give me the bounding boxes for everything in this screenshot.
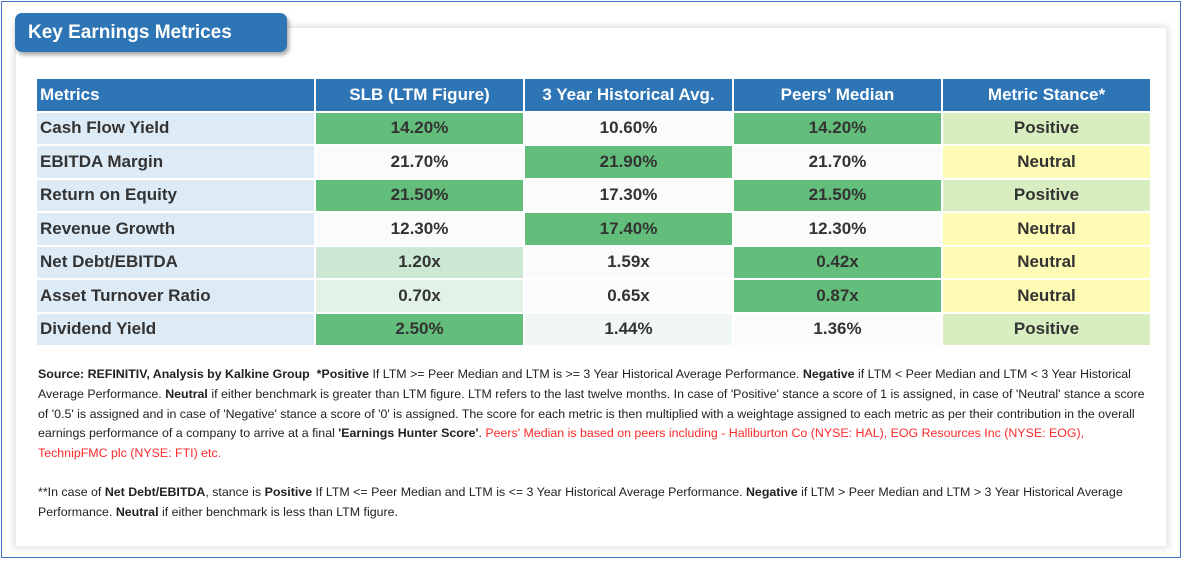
nd-positive-text: If LTM <= Peer Median and LTM is <= 3 Ye… <box>312 484 746 499</box>
metric-name: Cash Flow Yield <box>37 112 314 144</box>
nd-negative-label: Negative <box>745 484 798 499</box>
historical-avg-value: 10.60% <box>525 112 732 144</box>
metric-name: Revenue Growth <box>37 213 314 245</box>
table-row: Asset Turnover Ratio 0.70x 0.65x 0.87x Neutr… <box>37 280 1150 312</box>
ltm-value: 21.70% <box>316 146 523 178</box>
ltm-value: 12.30% <box>316 213 523 245</box>
negative-text: if LTM < Peer Median and LTM < 3 Year Hi… <box>38 367 1131 401</box>
metric-name: Net Debt/EBITDA <box>37 246 314 278</box>
table-header-row: Metrics SLB (LTM Figure) 3 Year Historic… <box>37 79 1150 111</box>
peers-median-value: 1.36% <box>734 313 941 345</box>
metric-name: Dividend Yield <box>37 313 314 345</box>
nd-neutral-text: if either benchmark is less than LTM fig… <box>158 504 398 519</box>
methodology-note: Source: REFINITIV, Analysis by Kalkine G… <box>38 365 1148 464</box>
footnotes: Source: REFINITIV, Analysis by Kalkine G… <box>38 365 1148 523</box>
table-row: Revenue Growth 12.30% 17.40% 12.30% Neutral <box>37 213 1150 245</box>
peers-median-value: 21.70% <box>734 146 941 178</box>
metric-stance: Positive <box>943 179 1150 211</box>
neutral-label: Neutral <box>165 386 208 401</box>
score-label: 'Earnings Hunter Score' <box>338 426 479 441</box>
nd-label: Net Debt/EBITDA <box>104 484 206 499</box>
table-row: Return on Equity 21.50% 17.30% 21.50% Positi… <box>37 179 1150 211</box>
asterisk: * <box>316 367 322 381</box>
metric-name: EBITDA Margin <box>37 146 314 178</box>
nd-prefix: **In case of <box>38 484 105 499</box>
historical-avg-value: 1.59x <box>525 246 732 278</box>
negative-label: Negative <box>802 367 855 381</box>
metric-stance: Positive <box>943 112 1150 144</box>
historical-avg-value: 1.44% <box>525 313 732 345</box>
header-metric-stance: Metric Stance* <box>943 79 1150 111</box>
peers-median-value: 0.87x <box>734 280 941 312</box>
header-metrics: Metrics <box>37 79 314 111</box>
historical-avg-value: 17.40% <box>525 213 732 245</box>
ltm-value: 2.50% <box>316 313 523 345</box>
nd-mid: , stance is <box>205 484 265 499</box>
header-ltm: SLB (LTM Figure) <box>316 79 523 111</box>
positive-label: Positive <box>321 367 369 381</box>
metric-stance: Neutral <box>943 213 1150 245</box>
table-row: Net Debt/EBITDA 1.20x 1.59x 0.42x Neutral <box>37 246 1150 278</box>
ltm-value: 1.20x <box>316 246 523 278</box>
historical-avg-value: 21.90% <box>525 146 732 178</box>
metric-name: Asset Turnover Ratio <box>37 280 314 312</box>
metric-stance: Neutral <box>943 280 1150 312</box>
metric-stance: Positive <box>943 313 1150 345</box>
peers-note: Peers' Median is based on peers includin… <box>38 426 1085 461</box>
header-peers-median: Peers' Median <box>734 79 941 111</box>
metric-stance: Neutral <box>943 246 1150 278</box>
ltm-value: 14.20% <box>316 112 523 144</box>
ltm-value: 21.50% <box>316 179 523 211</box>
table-row: Cash Flow Yield 14.20% 10.60% 14.20% Positiv… <box>37 112 1150 144</box>
table-row: Dividend Yield 2.50% 1.44% 1.36% Positive <box>37 313 1150 345</box>
table-row: EBITDA Margin 21.70% 21.90% 21.70% Neutral <box>37 146 1150 178</box>
historical-avg-value: 0.65x <box>525 280 732 312</box>
ltm-value: 0.70x <box>316 280 523 312</box>
metric-stance: Neutral <box>943 146 1150 178</box>
historical-avg-value: 17.30% <box>525 179 732 211</box>
neutral-text: if either benchmark is greater than LTM … <box>38 386 1145 441</box>
nd-neutral-label: Neutral <box>115 504 159 519</box>
peers-median-value: 21.50% <box>734 179 941 211</box>
header-historical-avg: 3 Year Historical Avg. <box>525 79 732 111</box>
peers-median-value: 12.30% <box>734 213 941 245</box>
metrics-table: Metrics SLB (LTM Figure) 3 Year Historic… <box>35 77 1152 347</box>
period: . <box>478 426 486 441</box>
peers-median-value: 14.20% <box>734 112 941 144</box>
nd-negative-text: if LTM > Peer Median and LTM > 3 Year Hi… <box>38 484 1123 519</box>
section-title: Key Earnings Metrices <box>15 13 287 52</box>
net-debt-note: **In case of Net Debt/EBITDA, stance is … <box>38 483 1148 523</box>
positive-text: If LTM >= Peer Median and LTM is >= 3 Ye… <box>369 367 803 381</box>
peers-median-value: 0.42x <box>734 246 941 278</box>
metric-name: Return on Equity <box>37 179 314 211</box>
source-text: Source: REFINITIV, Analysis by Kalkine G… <box>38 367 310 381</box>
nd-positive-label: Positive <box>264 484 313 499</box>
